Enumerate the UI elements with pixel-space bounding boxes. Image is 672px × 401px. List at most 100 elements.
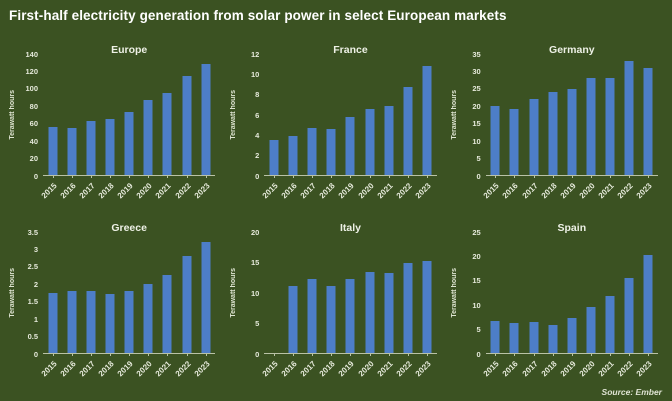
y-tick: 10 (250, 69, 260, 79)
bar-2016 (67, 290, 77, 353)
y-tick: 20 (29, 153, 38, 163)
chart-title-spain: Spain (557, 222, 587, 234)
bar-2023 (422, 66, 432, 175)
plot-italy (264, 232, 437, 354)
plot-area-greece: Terawatt hours 0 0.5 1 1.5 2 2.5 3 3.5 (6, 228, 223, 357)
y-axis-label-col: Terawatt hours (227, 54, 239, 176)
y-tick: 0 (476, 171, 481, 181)
x-axis-labels: 2015 2016 2017 2018 2019 2020 2021 2022 2023 (261, 176, 436, 214)
plot-area-france: Terawatt hours 0 2 4 6 8 10 12 (227, 50, 444, 179)
y-axis-label-col: Terawatt hours (6, 54, 18, 176)
y-axis-label: Terawatt hours (229, 268, 237, 318)
chart-title-europe: Europe (111, 44, 148, 56)
x-axis-labels: 2015 2016 2017 2018 2019 2020 2021 2022 2023 (39, 354, 215, 392)
x-tick-mark (148, 176, 150, 178)
page-title: First-half electricity generation from s… (9, 8, 507, 23)
y-tick: 12 (250, 49, 260, 59)
y-axis-label: Terawatt hours (451, 90, 459, 140)
y-tick: 0 (33, 349, 38, 359)
bar-2018 (105, 118, 115, 175)
plot-spain (485, 232, 658, 354)
x-tick-mark (552, 176, 554, 178)
y-tick: 8 (255, 89, 260, 99)
x-tick-mark (90, 176, 92, 178)
x-tick-mark (350, 176, 352, 178)
x-tick-mark (495, 354, 497, 356)
plot-france (264, 54, 437, 176)
bar-2018 (326, 286, 336, 353)
x-tick-mark (331, 176, 333, 178)
y-axis-label-col: Terawatt hours (449, 54, 461, 176)
bar-2018 (548, 325, 558, 353)
y-tick: 1 (33, 314, 38, 324)
bar-2018 (105, 294, 115, 353)
y-tick: 0 (255, 349, 260, 359)
x-tick-mark (129, 176, 131, 178)
bar-2017 (86, 291, 96, 353)
bar-2022 (624, 60, 634, 175)
chart-france: France Terawatt hours 0 2 4 6 8 10 12 2015 2016 201… (227, 42, 444, 218)
bar-2016 (288, 286, 298, 353)
y-axis-label-col: Terawatt hours (6, 232, 18, 354)
bar-2018 (548, 92, 558, 175)
x-tick-mark (71, 354, 73, 356)
chart-germany: Germany Terawatt hours 0 5 10 15 20 25 30 35 2015 2… (449, 42, 666, 218)
source-note: Source: Ember (601, 387, 662, 397)
x-tick-mark (90, 354, 92, 356)
x-tick-mark (648, 354, 650, 356)
x-tick-mark (388, 354, 390, 356)
y-axis-ticks: 0 5 10 15 20 (239, 228, 264, 357)
x-tick-mark (273, 176, 275, 178)
bar-2021 (605, 78, 615, 175)
x-tick-mark (369, 176, 371, 178)
x-tick-mark (629, 354, 631, 356)
x-tick-mark (148, 354, 150, 356)
y-axis-label: Terawatt hours (451, 268, 459, 318)
x-tick-mark (571, 354, 573, 356)
bar-2022 (182, 256, 192, 353)
y-tick: 6 (255, 110, 260, 120)
plot-area-italy: Terawatt hours 0 5 10 15 20 (227, 228, 444, 357)
bar-2021 (384, 272, 394, 353)
bar-2020 (586, 78, 596, 175)
x-tick-mark (427, 354, 429, 356)
x-tick-mark (52, 176, 54, 178)
plot-germany (485, 54, 658, 176)
y-tick: 3 (33, 244, 38, 254)
x-tick-mark (293, 354, 295, 356)
plot-area-spain: Terawatt hours 0 5 10 15 20 25 (449, 228, 666, 357)
x-tick-mark (110, 176, 112, 178)
x-tick-mark (514, 354, 516, 356)
x-axis-labels: 2015 2016 2017 2018 2019 2020 2021 2022 2023 (482, 354, 658, 392)
y-tick: 100 (25, 84, 38, 94)
y-tick: 1.5 (27, 296, 38, 306)
x-tick-mark (331, 354, 333, 356)
y-tick: 2 (255, 150, 260, 160)
chart-title-france: France (333, 44, 368, 56)
chart-europe: Europe Terawatt hours 0 20 40 60 80 100 120 140 20… (6, 42, 223, 218)
y-tick: 10 (472, 136, 481, 146)
y-tick: 5 (476, 153, 481, 163)
y-tick: 60 (29, 118, 38, 128)
y-tick: 40 (29, 136, 38, 146)
bar-2022 (182, 75, 192, 175)
bar-2021 (162, 92, 172, 175)
y-tick: 140 (25, 49, 38, 59)
y-axis-ticks: 0 0.5 1 1.5 2 2.5 3 3.5 (18, 228, 43, 357)
plot-area-europe: Terawatt hours 0 20 40 60 80 100 120 140 (6, 50, 223, 179)
bar-2015 (48, 127, 58, 175)
bar-2015 (48, 292, 58, 353)
bar-2022 (624, 277, 634, 353)
x-tick-mark (610, 354, 612, 356)
plot-europe (43, 54, 216, 176)
x-tick-mark (533, 176, 535, 178)
bar-2020 (365, 271, 375, 353)
x-tick-mark (186, 176, 188, 178)
bar-2019 (345, 279, 355, 353)
x-axis-labels: 2015 2016 2017 2018 2019 2020 2021 2022 2023 (482, 176, 658, 214)
x-tick-mark (571, 176, 573, 178)
x-axis-labels: 2015 2016 2017 2018 2019 2020 2021 2022 2023 (261, 354, 436, 392)
y-tick: 10 (250, 288, 260, 298)
y-tick: 0 (476, 349, 481, 359)
